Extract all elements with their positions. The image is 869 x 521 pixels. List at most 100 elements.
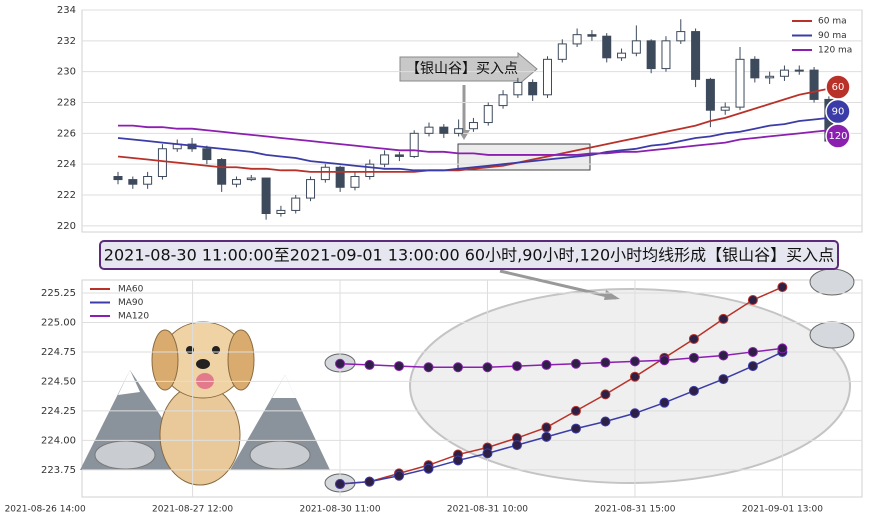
candle-body [661, 40, 671, 70]
candle [335, 165, 345, 192]
ma-line [117, 87, 830, 173]
ingot [809, 268, 855, 296]
candle-body [320, 166, 330, 181]
y-tick-label: 224.50 [41, 376, 76, 387]
y-tick-label: 223.75 [41, 465, 76, 476]
candle-body [276, 209, 286, 215]
y-tick-label: 224.75 [41, 347, 76, 358]
candle-body [128, 179, 138, 185]
candle-body [513, 81, 523, 96]
end-badge [825, 123, 851, 149]
point [541, 359, 552, 370]
point [659, 355, 670, 366]
candle [276, 205, 286, 217]
x-tick-label: 2021-08-31 10:00 [447, 505, 528, 515]
candle-body [350, 176, 360, 188]
candle [424, 122, 434, 137]
candle [513, 77, 523, 98]
candle-body [705, 78, 715, 111]
point [600, 416, 611, 427]
candle-body [750, 58, 760, 79]
candle [691, 28, 701, 88]
legend-label: MA120 [118, 312, 149, 322]
snow [118, 370, 140, 395]
annotation: 【银山谷】买入点 [406, 61, 518, 77]
candle-body [542, 58, 552, 96]
candle [246, 174, 256, 182]
candle [498, 90, 508, 109]
legend-label: 90 ma [818, 31, 847, 41]
point [570, 358, 581, 369]
candle-body [409, 132, 419, 157]
ma-line [340, 347, 783, 369]
candle [143, 171, 153, 189]
legend-label: 120 ma [818, 46, 852, 56]
point [747, 295, 758, 306]
candle [720, 102, 730, 115]
point [777, 282, 788, 293]
y-tick-label: 220 [57, 221, 76, 232]
point [335, 479, 346, 490]
ingot [94, 440, 156, 470]
point [747, 346, 758, 357]
candle [617, 48, 627, 61]
point [394, 361, 405, 372]
candle-body [602, 35, 612, 59]
x-tick-label: 2021-08-31 15:00 [594, 505, 675, 515]
candle-body [646, 40, 656, 70]
candle-body [587, 34, 597, 37]
candle [306, 176, 316, 202]
candle [750, 56, 760, 83]
y-tick-label: 230 [57, 67, 76, 78]
x-tick-label: 2021-08-30 11:00 [299, 505, 380, 515]
candle-body [217, 159, 227, 185]
end-label: 90 [832, 107, 845, 118]
y-tick-label: 225.25 [41, 288, 76, 299]
legend-label: MA60 [118, 285, 144, 295]
candle [705, 77, 715, 128]
candle [202, 145, 212, 165]
candle-body [202, 148, 212, 161]
candle-body [557, 43, 567, 60]
point [541, 431, 552, 442]
candle-body [143, 176, 153, 185]
annotation-box [399, 51, 538, 87]
candle-body [424, 126, 434, 134]
candle [483, 102, 493, 126]
candle [454, 119, 464, 137]
candle-body [528, 81, 538, 96]
ma-line [117, 117, 829, 172]
y-tick-label: 224 [57, 159, 76, 170]
highlight-ellipse [409, 288, 851, 484]
candle-body [394, 154, 404, 157]
candle [291, 195, 301, 214]
candle-body [720, 106, 730, 111]
arrow [499, 269, 617, 300]
candle [779, 65, 789, 81]
point [394, 470, 405, 481]
candle [557, 39, 567, 63]
candle-body [439, 126, 449, 134]
candle [646, 39, 656, 74]
dog-ear [151, 329, 179, 391]
x-tick-label: 2021-08-27 12:00 [152, 505, 233, 515]
candle [468, 117, 478, 132]
y-tick-label: 232 [57, 36, 76, 47]
candle [394, 151, 404, 162]
point [482, 362, 493, 373]
candle [528, 79, 538, 101]
candle [765, 71, 775, 84]
y-tick-label: 224.00 [41, 435, 76, 446]
x-tick-label: 2021-08-26 14:00 [5, 505, 86, 515]
point [718, 374, 729, 385]
candle-body [572, 34, 582, 45]
candle-body [735, 58, 745, 108]
point [570, 405, 581, 416]
candle [380, 150, 390, 168]
candle-body [291, 197, 301, 211]
ingot [249, 440, 311, 470]
candle [661, 36, 671, 72]
candle-body [454, 128, 464, 134]
candle [439, 124, 449, 138]
